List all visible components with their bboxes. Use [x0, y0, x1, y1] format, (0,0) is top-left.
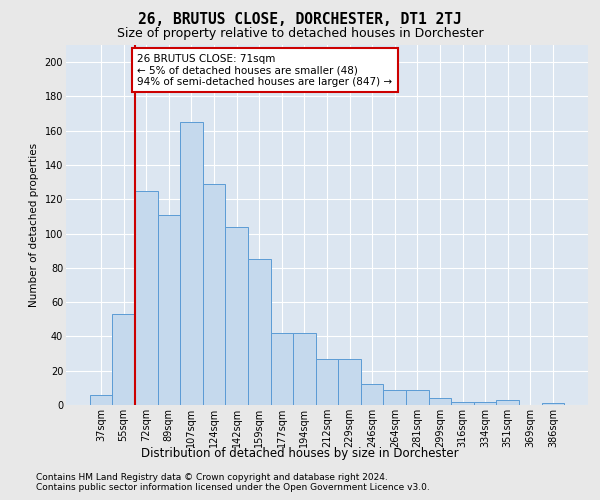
Text: 26, BRUTUS CLOSE, DORCHESTER, DT1 2TJ: 26, BRUTUS CLOSE, DORCHESTER, DT1 2TJ [138, 12, 462, 28]
Bar [451, 402, 474, 405]
Bar [406, 390, 428, 405]
Bar [248, 260, 271, 405]
Text: Contains public sector information licensed under the Open Government Licence v3: Contains public sector information licen… [36, 484, 430, 492]
Text: Contains HM Land Registry data © Crown copyright and database right 2024.: Contains HM Land Registry data © Crown c… [36, 472, 388, 482]
Text: 26 BRUTUS CLOSE: 71sqm
← 5% of detached houses are smaller (48)
94% of semi-deta: 26 BRUTUS CLOSE: 71sqm ← 5% of detached … [137, 54, 392, 87]
Y-axis label: Number of detached properties: Number of detached properties [29, 143, 39, 307]
Bar [180, 122, 203, 405]
Bar [226, 226, 248, 405]
Bar [203, 184, 226, 405]
Text: Distribution of detached houses by size in Dorchester: Distribution of detached houses by size … [141, 448, 459, 460]
Bar [338, 358, 361, 405]
Bar [474, 402, 496, 405]
Text: Size of property relative to detached houses in Dorchester: Size of property relative to detached ho… [116, 28, 484, 40]
Bar [135, 190, 158, 405]
Bar [316, 358, 338, 405]
Bar [428, 398, 451, 405]
Bar [361, 384, 383, 405]
Bar [90, 394, 112, 405]
Bar [496, 400, 519, 405]
Bar [542, 404, 564, 405]
Bar [383, 390, 406, 405]
Bar [158, 214, 180, 405]
Bar [293, 333, 316, 405]
Bar [112, 314, 135, 405]
Bar [271, 333, 293, 405]
